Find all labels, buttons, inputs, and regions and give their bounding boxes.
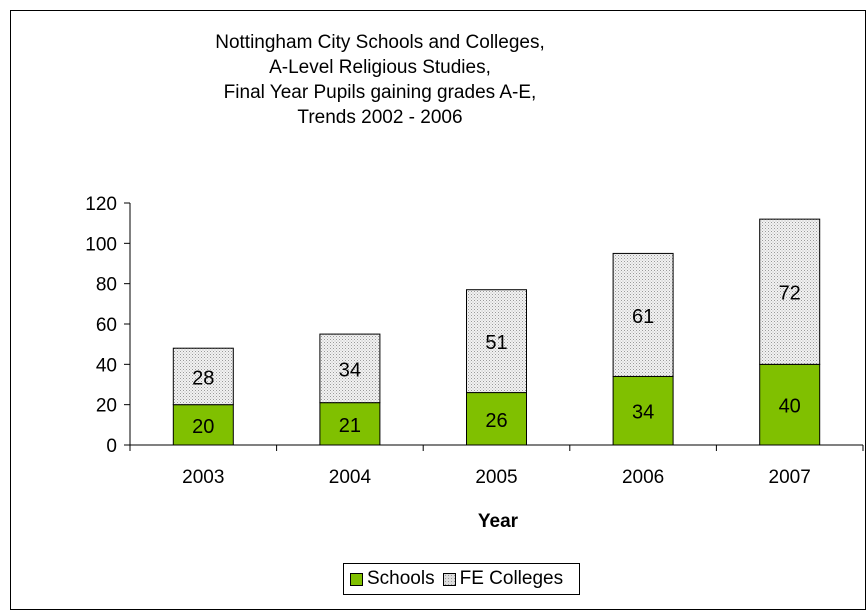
data-label-fe-colleges: 61 xyxy=(632,306,654,328)
title-line-1: Nottingham City Schools and Colleges, xyxy=(215,32,545,53)
chart-frame xyxy=(10,10,866,610)
data-label-schools: 40 xyxy=(779,396,801,418)
legend-swatch-schools xyxy=(350,572,363,586)
y-tick-label: 20 xyxy=(96,396,117,417)
bar-schools xyxy=(759,363,821,446)
data-label-fe-colleges: 51 xyxy=(485,332,507,354)
bar-schools xyxy=(612,375,674,446)
bar-fe-colleges xyxy=(319,333,381,404)
data-label-schools: 26 xyxy=(485,410,507,432)
bar-schools xyxy=(172,404,234,446)
data-label-fe-colleges: 28 xyxy=(192,367,214,389)
legend-label-fe-colleges: FE Colleges xyxy=(459,568,564,589)
y-tick-label: 40 xyxy=(96,355,117,376)
x-tick-label: 2006 xyxy=(622,467,664,488)
legend-label-schools: Schools xyxy=(367,568,435,589)
legend-item-fe-colleges: FE Colleges xyxy=(442,568,564,590)
bar-fe-colleges xyxy=(466,289,527,394)
y-tick-label: 80 xyxy=(96,275,117,296)
data-label-schools: 21 xyxy=(339,415,361,437)
title-line-2: A-Level Religious Studies, xyxy=(269,57,491,78)
chart-title: Nottingham City Schools and Colleges, A-… xyxy=(0,30,760,130)
data-label-fe-colleges: 72 xyxy=(779,283,801,305)
legend-swatch-fe-colleges xyxy=(442,572,456,586)
bar-schools xyxy=(319,402,381,446)
bar-fe-colleges xyxy=(172,347,234,406)
plot-area: 0 20 40 60 80 100 120 20 28 2003 21 34 2004 26 51 2005 3… xyxy=(85,194,864,532)
data-label-fe-colleges: 34 xyxy=(339,359,361,381)
bar-fe-colleges xyxy=(612,252,674,377)
x-tick-label: 2003 xyxy=(182,467,224,488)
bar-schools xyxy=(466,392,527,446)
data-label-schools: 20 xyxy=(192,416,214,438)
y-tick-label: 120 xyxy=(85,194,117,215)
title-line-4: Trends 2002 - 2006 xyxy=(297,107,463,128)
data-label-schools: 34 xyxy=(632,402,654,424)
x-tick-label: 2004 xyxy=(329,467,372,488)
y-tick-label: 0 xyxy=(106,436,117,457)
y-tick-label: 60 xyxy=(96,315,117,336)
y-tick-label: 100 xyxy=(85,234,117,255)
legend-item-schools: Schools xyxy=(350,568,435,590)
legend: Schools FE Colleges xyxy=(343,563,581,595)
x-tick-label: 2007 xyxy=(769,467,811,488)
bar-fe-colleges xyxy=(759,218,821,365)
title-line-3: Final Year Pupils gaining grades A-E, xyxy=(223,82,537,103)
x-axis-label: Year xyxy=(478,511,519,532)
x-tick-label: 2005 xyxy=(475,467,517,488)
